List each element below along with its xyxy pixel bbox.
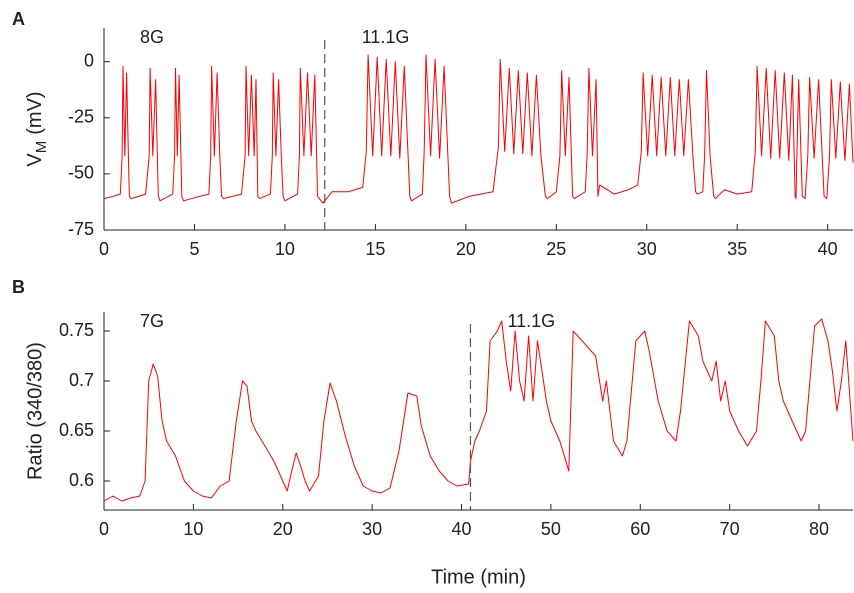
x-axis-label: Time (min) [431, 566, 526, 588]
x-tick-label: 40 [452, 519, 472, 539]
y-label-unit: (mV) [24, 91, 46, 134]
annotation: 11.1G [507, 311, 555, 331]
x-tick-label: 20 [456, 239, 476, 259]
x-tick-label: 40 [818, 239, 838, 259]
y-label-sub: M [33, 141, 50, 154]
x-tick-label: 10 [275, 239, 295, 259]
x-tick-label: 30 [362, 519, 382, 539]
x-tick-label: 70 [720, 519, 740, 539]
annotation: 7G [140, 311, 164, 331]
annotation: 11.1G [362, 27, 410, 47]
y-tick-label: -50 [68, 163, 94, 183]
y-tick-label: -25 [68, 107, 94, 127]
y-axis-label: VM (mV) [24, 91, 50, 166]
x-tick-label: 20 [273, 519, 293, 539]
x-tick-label: 10 [183, 519, 203, 539]
x-tick-label: 50 [541, 519, 561, 539]
annotation: 8G [140, 27, 164, 47]
x-tick-label: 30 [637, 239, 657, 259]
y-tick-label: 0.6 [69, 470, 94, 490]
y-tick-label: 0.75 [59, 320, 94, 340]
x-tick-label: 35 [727, 239, 747, 259]
panel-label: A [12, 9, 25, 29]
y-tick-label: 0 [84, 50, 94, 70]
y-label-main: V [24, 153, 46, 167]
x-tick-label: 80 [809, 519, 829, 539]
y-tick-label: 0.7 [69, 370, 94, 390]
y-axis-label: Ratio (340/380) [24, 342, 46, 480]
panel-label: B [12, 277, 25, 297]
x-tick-label: 0 [99, 239, 109, 259]
x-tick-label: 25 [546, 239, 566, 259]
y-tick-label: -75 [68, 219, 94, 239]
trace [103, 54, 854, 204]
x-tick-label: 60 [630, 519, 650, 539]
y-tick-label: 0.65 [59, 420, 94, 440]
x-tick-label: 5 [189, 239, 199, 259]
trace [103, 318, 854, 502]
x-tick-label: 15 [365, 239, 385, 259]
x-tick-label: 0 [99, 519, 109, 539]
